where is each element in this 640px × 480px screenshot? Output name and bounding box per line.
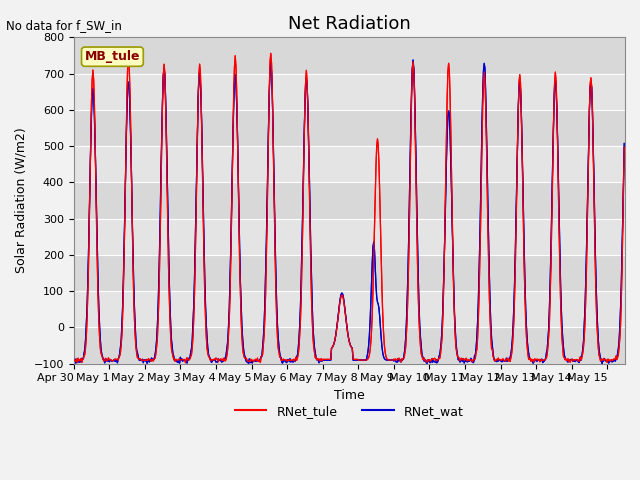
Bar [74, 327, 625, 364]
RNet_tule [306, 227, 314, 233]
RNet_wat [620, 141, 628, 146]
Bar [74, 146, 625, 182]
RNet_tule [327, 357, 335, 362]
RNet_wat [479, 68, 487, 73]
RNet_wat [244, 360, 252, 366]
RNet_tule [182, 360, 189, 366]
Bar [74, 255, 625, 291]
RNet_wat [326, 357, 334, 363]
Title: Net Radiation: Net Radiation [288, 15, 411, 33]
Text: No data for f_SW_in: No data for f_SW_in [6, 19, 122, 32]
RNet_wat [72, 356, 80, 362]
RNet_wat [305, 170, 313, 176]
RNet_tule [267, 50, 275, 56]
RNet_wat [467, 358, 474, 363]
Bar [74, 291, 625, 327]
RNet_tule [620, 144, 628, 150]
RNet_wat [147, 358, 155, 364]
Bar [74, 110, 625, 146]
RNet_tule [479, 79, 487, 85]
RNet_tule [147, 359, 155, 364]
X-axis label: Time: Time [334, 389, 365, 402]
RNet_tule [72, 359, 80, 364]
Text: MB_tule: MB_tule [84, 50, 140, 63]
Y-axis label: Solar Radiation (W/m2): Solar Radiation (W/m2) [15, 128, 28, 274]
Bar [74, 73, 625, 110]
Legend: RNet_tule, RNet_wat: RNet_tule, RNet_wat [230, 400, 468, 423]
RNet_tule [70, 356, 77, 361]
Line: RNet_wat: RNet_wat [74, 60, 624, 363]
RNet_tule [467, 358, 474, 363]
RNet_wat [409, 57, 417, 63]
Bar [74, 37, 625, 73]
Bar [74, 219, 625, 255]
RNet_wat [70, 359, 77, 364]
Bar [74, 182, 625, 219]
Line: RNet_tule: RNet_tule [74, 53, 624, 363]
